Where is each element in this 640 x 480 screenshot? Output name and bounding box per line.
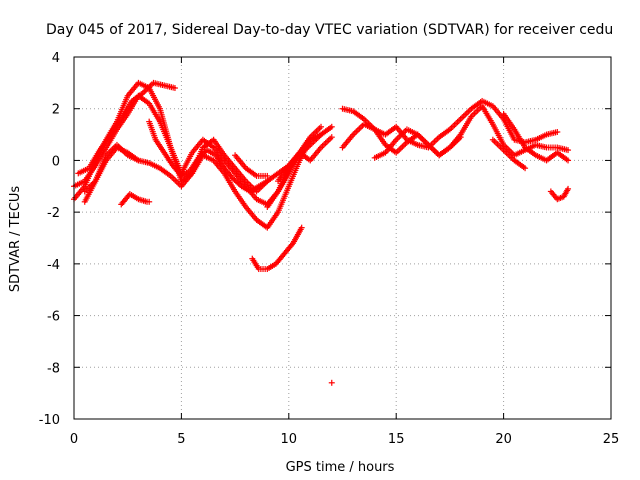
x-axis-label: GPS time / hours xyxy=(286,460,395,475)
y-tick-label: 4 xyxy=(52,51,60,66)
series-track12 xyxy=(328,379,335,386)
y-axis-label: SDTVAR / TECUs xyxy=(8,186,23,293)
data-point xyxy=(318,123,325,130)
series-track11 xyxy=(275,134,335,185)
y-tick-label: -4 xyxy=(47,258,60,273)
series-track14 xyxy=(339,103,572,159)
data-points xyxy=(71,79,572,386)
x-tick-label: 25 xyxy=(603,432,620,447)
data-point xyxy=(328,123,335,130)
x-tick-label: 0 xyxy=(70,432,78,447)
series-track17 xyxy=(500,110,572,164)
series-track9 xyxy=(249,224,305,273)
series-track8 xyxy=(232,152,271,179)
data-point xyxy=(146,198,153,205)
x-tick-label: 15 xyxy=(388,432,405,447)
series-track3 xyxy=(75,79,178,177)
y-tick-label: -8 xyxy=(47,361,60,376)
x-tick-label: 5 xyxy=(177,432,185,447)
y-tick-label: -2 xyxy=(47,206,60,221)
series-track15 xyxy=(371,126,464,161)
data-point xyxy=(135,157,142,164)
y-tick-label: 2 xyxy=(52,103,60,118)
data-point xyxy=(565,185,572,192)
series-track13 xyxy=(339,97,561,151)
series-track18 xyxy=(547,185,572,203)
data-point xyxy=(171,85,178,92)
y-tick-label: 0 xyxy=(52,154,60,169)
data-point xyxy=(565,157,572,164)
plot-frame xyxy=(73,56,612,420)
chart-title: Day 045 of 2017, Sidereal Day-to-day VTE… xyxy=(46,22,613,38)
data-point xyxy=(264,172,271,179)
data-point xyxy=(298,224,305,231)
series-track7 xyxy=(146,118,271,195)
x-tick-label: 20 xyxy=(495,432,512,447)
data-point xyxy=(328,134,335,141)
data-point xyxy=(565,147,572,154)
data-point xyxy=(554,128,561,135)
data-point xyxy=(457,134,464,141)
series-track5 xyxy=(81,141,142,205)
series-track16 xyxy=(489,136,529,172)
data-point xyxy=(264,178,271,185)
y-tick-label: -6 xyxy=(47,310,60,325)
data-point xyxy=(328,379,335,386)
data-point xyxy=(522,165,529,172)
y-tick-label: -10 xyxy=(39,413,60,428)
x-tick-label: 10 xyxy=(281,432,298,447)
series-track6 xyxy=(118,191,153,208)
